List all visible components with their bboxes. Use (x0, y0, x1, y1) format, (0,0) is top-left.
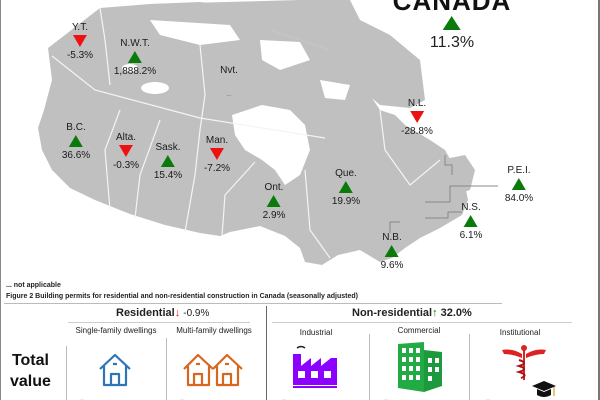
province-change: -7.2% (203, 163, 231, 174)
province-label: Ont. (264, 182, 284, 193)
province-alta: Alta. -0.3% (113, 132, 139, 171)
category-institutional: Institutional (499, 328, 541, 337)
province-bc: B.C. 36.6% (62, 122, 90, 161)
section-divider (266, 306, 267, 400)
factory-icon (293, 345, 337, 388)
non-residential-rule (272, 322, 572, 323)
province-label: Nvt. (220, 65, 238, 76)
commercial-building-icon (398, 342, 442, 392)
province-label: Man. (205, 135, 229, 146)
province-label: N.B. (382, 232, 402, 243)
province-yt: Y.T. -5.3% (67, 22, 93, 61)
province-change: 19.9% (331, 196, 361, 207)
province-change: 84.0% (504, 193, 534, 204)
category-commercial: Commercial (397, 326, 441, 335)
canada-map: CANADA 11.3% Y.T. -5.3% N.W.T. 1,888.2% … (38, 0, 533, 271)
province-nwt: N.W.T. 1,888.2% (114, 38, 156, 77)
increase-triangle-icon (511, 178, 526, 190)
residential-change: -0.9% (183, 308, 210, 319)
province-label: N.S. (461, 202, 481, 213)
figure-divider (4, 303, 502, 304)
province-label: N.W.T. (120, 38, 150, 49)
increase-triangle-icon (160, 155, 175, 167)
non-residential-header: Non-residential↑ 32.0% (352, 307, 472, 319)
province-nvt: Nvt. ... (220, 65, 238, 101)
decrease-triangle-icon (210, 148, 224, 160)
province-change: 15.4% (153, 170, 183, 181)
single-family-house-icon (99, 353, 131, 387)
increase-triangle-icon (338, 181, 353, 193)
province-que: Que. 19.9% (332, 168, 360, 207)
row-label-line1: Total (11, 352, 49, 369)
province-label: Y.T. (72, 22, 88, 33)
province-change: 9.6% (380, 260, 404, 271)
column-divider (369, 334, 370, 400)
province-change: 1,888.2% (113, 66, 157, 77)
column-divider (66, 346, 67, 400)
province-label: N.L. (407, 98, 427, 109)
province-label: Alta. (115, 132, 136, 143)
row-label-line2: value (10, 373, 51, 390)
national-name: CANADA (392, 0, 512, 16)
province-sask: Sask. 15.4% (154, 142, 182, 181)
increase-triangle-icon (384, 245, 399, 257)
province-man: Man. -7.2% (204, 135, 230, 174)
national-headline: CANADA 11.3% (393, 0, 512, 52)
province-change: -0.3% (112, 160, 140, 171)
national-change: 11.3% (429, 34, 475, 51)
arrow-up-icon: ↑ (432, 307, 438, 319)
multi-family-houses-icon (183, 353, 243, 387)
increase-triangle-icon (442, 16, 461, 30)
cutoff-text: — (80, 396, 84, 400)
cutoff-text: — (384, 396, 388, 400)
category-multi-family: Multi-family dwellings (176, 326, 252, 335)
non-residential-label: Non-residential (352, 307, 433, 319)
decrease-triangle-icon (119, 145, 133, 157)
province-nl: N.L. -28.8% (401, 98, 433, 137)
province-nb: N.B. 9.6% (381, 232, 404, 271)
increase-triangle-icon (68, 135, 83, 147)
canada-map-shape (38, 0, 498, 265)
column-divider (469, 334, 470, 400)
province-change: 2.9% (262, 210, 286, 221)
province-ns: N.S. 6.1% (460, 202, 483, 241)
column-divider (166, 338, 167, 400)
province-ont: Ont. 2.9% (263, 182, 286, 221)
residential-header: Residential↓ -0.9% (116, 307, 209, 319)
cutoff-text: — (282, 396, 286, 400)
arrow-down-icon: ↓ (174, 307, 181, 319)
caduceus-icon (502, 345, 546, 380)
residential-rule (68, 322, 250, 323)
province-change: 36.6% (61, 150, 91, 161)
province-label: Que. (335, 168, 357, 179)
province-change: ... (226, 92, 232, 98)
increase-triangle-icon (463, 215, 478, 227)
province-change: 6.1% (459, 230, 483, 241)
cutoff-text: — (486, 396, 490, 400)
decrease-triangle-icon (73, 35, 87, 47)
total-value-label: Total value (10, 350, 51, 392)
province-label: B.C. (66, 122, 86, 133)
increase-triangle-icon (127, 51, 142, 63)
increase-triangle-icon (266, 195, 281, 207)
category-single-family: Single-family dwellings (75, 326, 157, 335)
province-label: P.E.I. (507, 165, 531, 176)
category-industrial: Industrial (299, 328, 333, 337)
province-pei: P.E.I. 84.0% (505, 165, 533, 204)
non-residential-change: 32.0% (440, 307, 472, 319)
province-label: Sask. (155, 142, 181, 153)
not-applicable-note: ... not applicable (6, 282, 61, 289)
decrease-triangle-icon (410, 111, 424, 123)
cutoff-text: — (180, 396, 184, 400)
residential-label: Residential (116, 307, 175, 319)
graduation-cap-icon (532, 381, 556, 397)
province-change: -28.8% (401, 126, 433, 137)
figure-title: Figure 2 Building permits for residentia… (6, 293, 359, 300)
province-change: -5.3% (66, 50, 94, 61)
